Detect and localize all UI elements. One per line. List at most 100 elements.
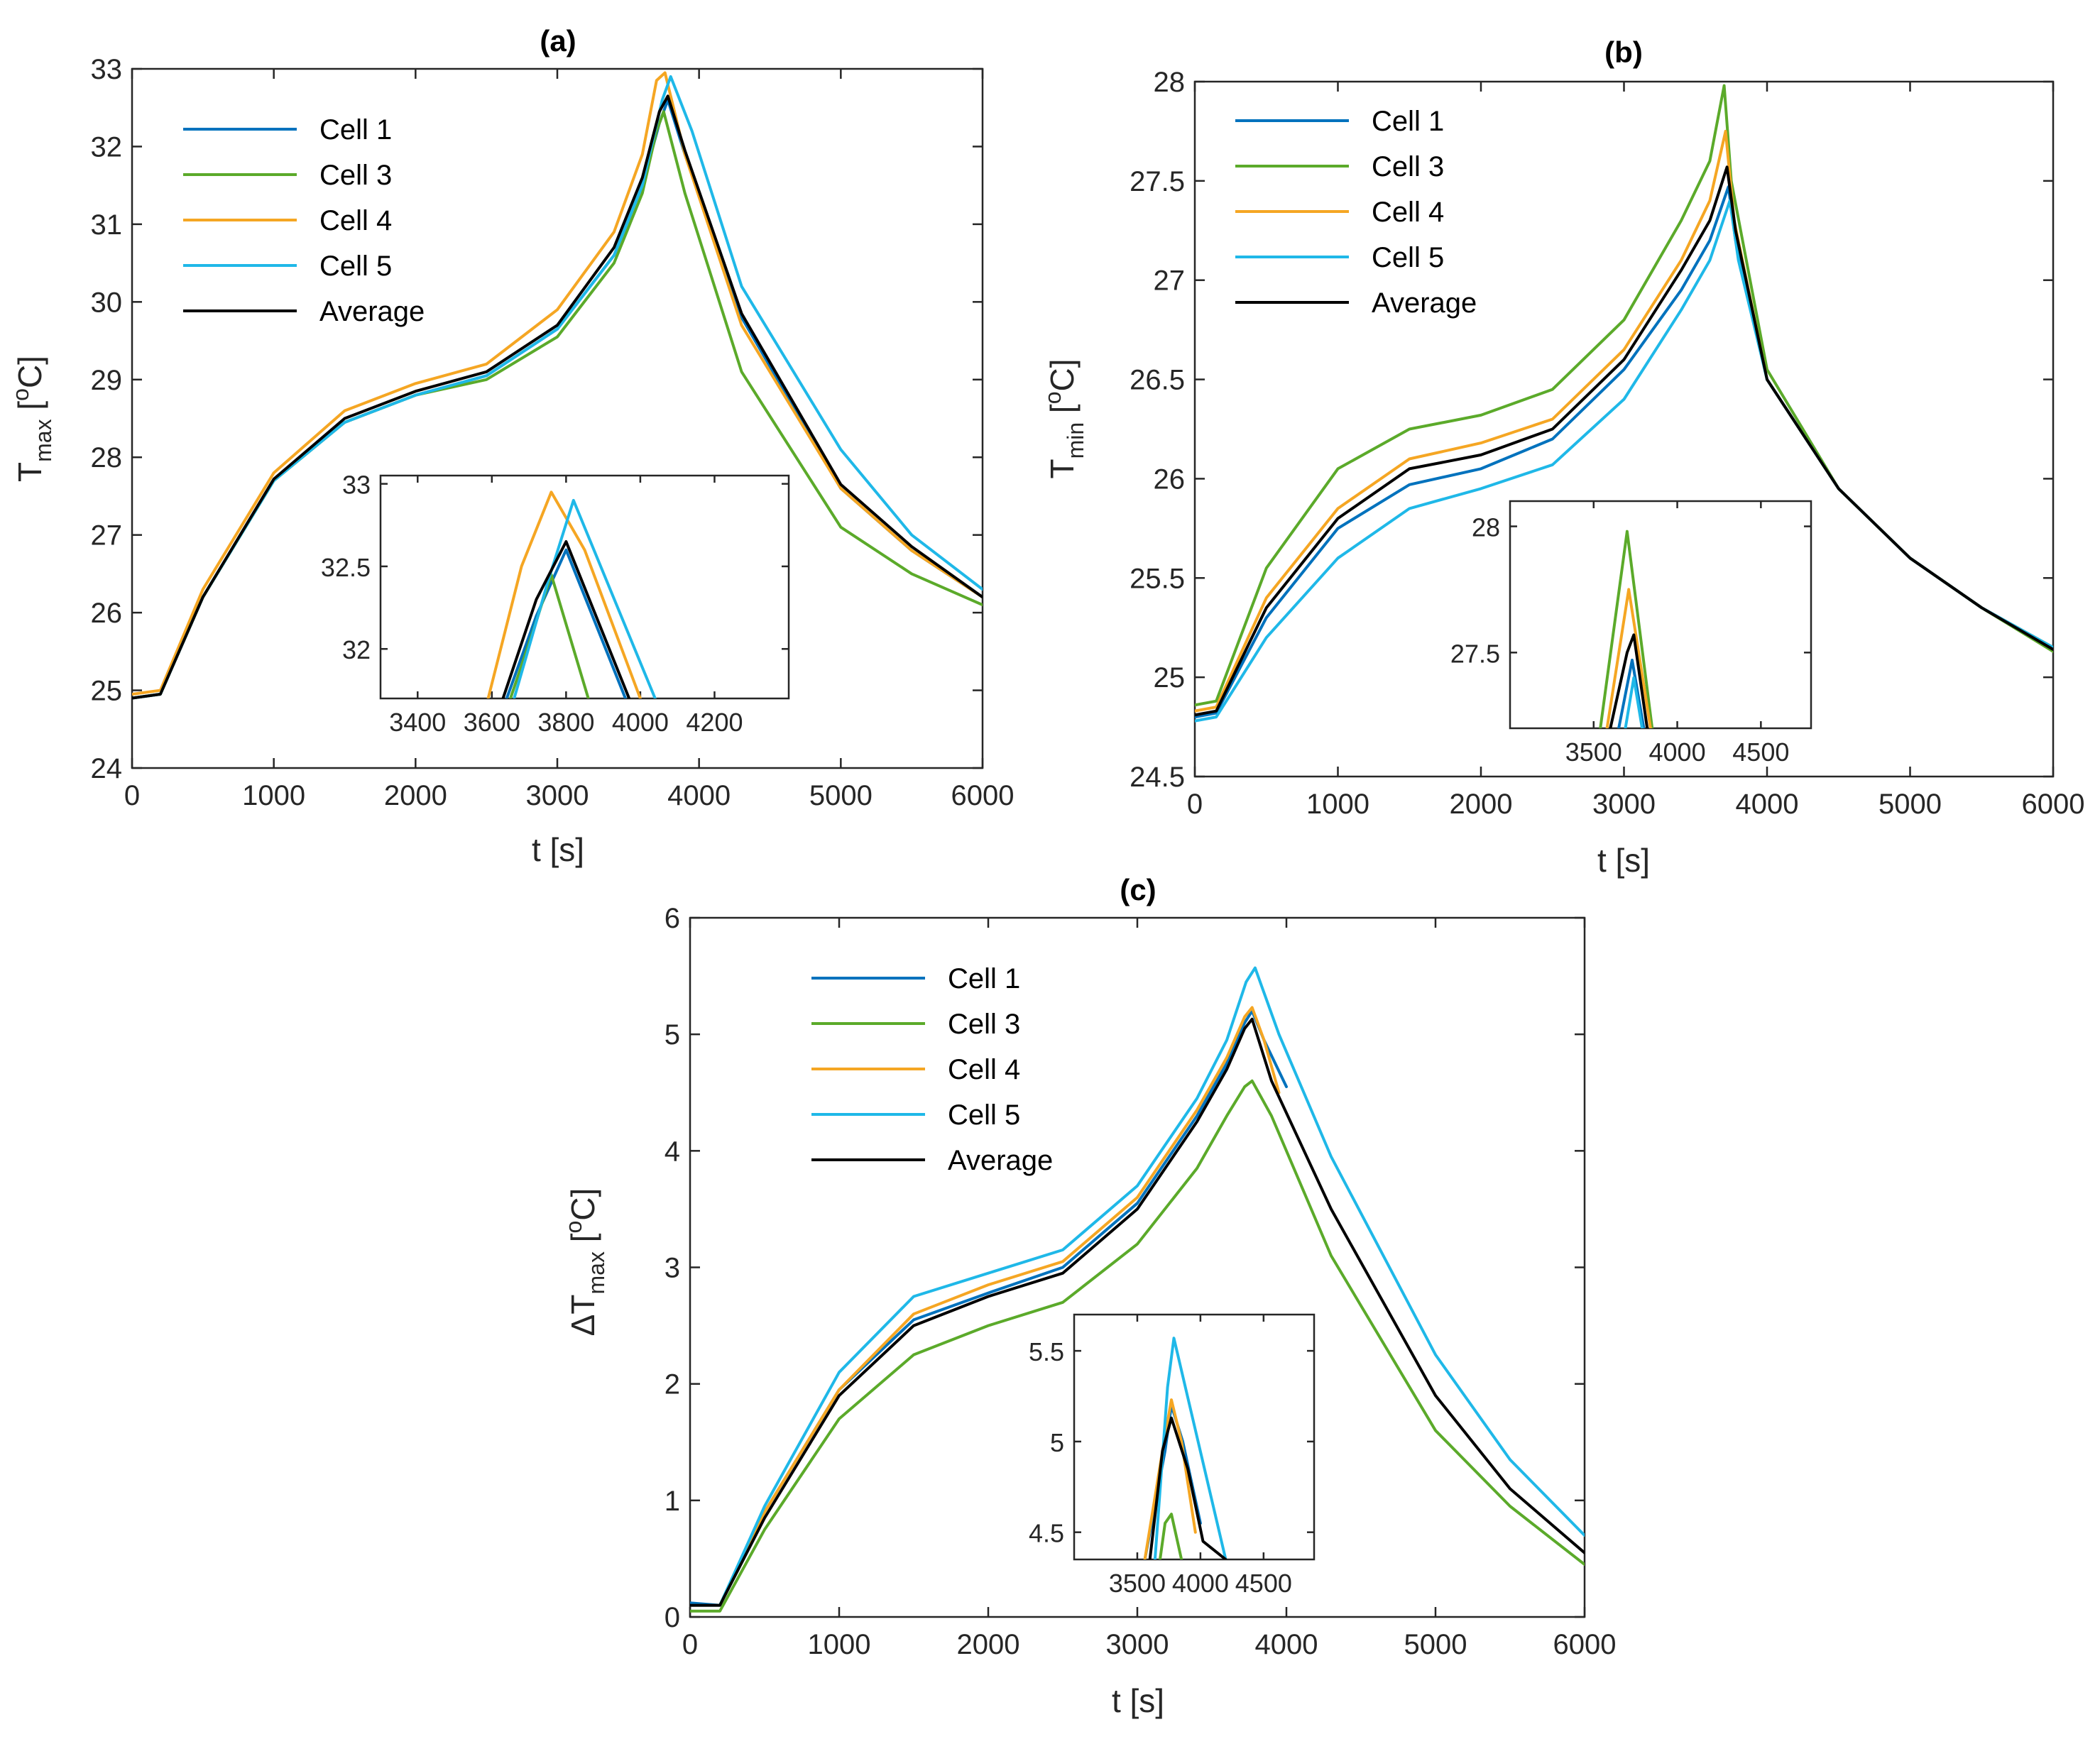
chart-b-inset-plot-frame <box>1509 500 1812 730</box>
chart-a-ytick-label: 28 <box>91 442 123 473</box>
chart-c-ytick-label: 3 <box>665 1253 680 1284</box>
chart-b-legend-label: Cell 3 <box>1372 151 1444 182</box>
chart-a-xtick-label: 2000 <box>384 780 447 811</box>
chart-c-series-average <box>690 1017 1585 1607</box>
chart-b-ytick-label: 28 <box>1154 67 1186 98</box>
chart-b-ytick-label: 25.5 <box>1130 563 1185 594</box>
chart-c-series-cell-4 <box>690 1006 1281 1607</box>
chart-c-ytick-label: 5 <box>665 1019 680 1051</box>
chart-b-xtick-label: 5000 <box>1878 789 1942 820</box>
chart-a-inset-xtick-label: 4000 <box>612 708 669 737</box>
chart-c-xtick-label: 5000 <box>1404 1629 1467 1660</box>
chart-c-legend-label: Cell 1 <box>948 963 1020 994</box>
chart-b-ylabel-sup: o <box>1040 391 1066 404</box>
chart-b-xtick-label: 1000 <box>1306 789 1369 820</box>
chart-a-legend-label: Cell 4 <box>319 205 392 236</box>
chart-c-series-group <box>690 966 1585 1613</box>
chart-a-inset-xtick-label: 3600 <box>464 708 520 737</box>
chart-c-inset-axes: 3500 4000 4500 4.5 5 5.5 <box>1029 1313 1316 1598</box>
chart-c-ytick-label: 2 <box>665 1369 680 1400</box>
chart-c-inset-ytick-label: 4.5 <box>1029 1519 1064 1548</box>
chart-b-ytick-label: 27.5 <box>1130 166 1185 197</box>
chart-b-ytick-label: 26.5 <box>1130 365 1185 396</box>
chart-a-ytick-label: 30 <box>91 287 123 318</box>
chart-a-xtick-label: 1000 <box>242 780 305 811</box>
chart-b-xtick-label: 4000 <box>1736 789 1799 820</box>
chart-a-ytick-label: 25 <box>91 676 123 707</box>
chart-a-inset-ytick-label: 33 <box>342 471 371 500</box>
chart-b-inset-series-cell-1 <box>1617 659 1646 728</box>
chart-a-inset-xtick-label: 4200 <box>686 708 743 737</box>
chart-b-ytick-label: 26 <box>1154 464 1186 495</box>
chart-a-xlabel: t [s] <box>532 831 584 868</box>
chart-a-inset-series-cell-1 <box>505 548 627 698</box>
chart-c-xlabel: t [s] <box>1112 1682 1164 1719</box>
chart-b-ytick-label: 24.5 <box>1130 762 1185 793</box>
chart-c-inset-ytick-label: 5 <box>1050 1428 1064 1457</box>
chart-c-ytick-label: 0 <box>665 1602 680 1633</box>
chart-c-legend-label: Cell 3 <box>948 1009 1020 1040</box>
chart-b-inset-series-average <box>1609 633 1649 728</box>
chart-b-inset-ytick-label: 27.5 <box>1450 639 1500 668</box>
chart-b-ylabel-sub: min <box>1063 422 1088 459</box>
chart-c-xtick-label: 1000 <box>808 1629 871 1660</box>
chart-a-xtick-label: 5000 <box>809 780 873 811</box>
chart-a-series-cell-4 <box>132 71 983 696</box>
chart-b-ytick-label: 25 <box>1154 662 1186 693</box>
chart-b-series-average <box>1195 165 2053 717</box>
chart-a-ytick-label: 33 <box>91 54 123 85</box>
chart-c-legend-label: Average <box>948 1145 1053 1176</box>
chart-c-series-cell-5 <box>690 966 1585 1607</box>
chart-c-ylabel-sub: max <box>584 1251 609 1294</box>
chart-c-xtick-label: 2000 <box>957 1629 1020 1660</box>
chart-c-xtick-label: 0 <box>682 1629 698 1660</box>
chart-b-inset-series-cell-3 <box>1599 530 1654 728</box>
chart-c-inset-xtick-label: 4000 <box>1172 1569 1229 1598</box>
chart-a-ytick-label: 27 <box>91 520 123 552</box>
chart-a-title: (a) <box>540 24 576 57</box>
chart-a-series-group <box>132 71 983 700</box>
chart-c-inset-series-cell-4 <box>1143 1398 1197 1559</box>
chart-c-inset-series-group <box>1143 1337 1227 1559</box>
chart-b-inset-ytick-label: 28 <box>1472 513 1500 542</box>
chart-a-inset-series-average <box>501 540 631 698</box>
chart-a-axes: 0 1000 2000 3000 4000 5000 6000 24 25 26 27 28 29 30 3… <box>91 54 1015 811</box>
chart-c-legend: Cell 1 Cell 3 Cell 4 Cell 5 Average <box>811 963 1053 1176</box>
chart-b-inset-series-group <box>1599 530 1654 728</box>
chart-b-ylabel: Tmin [oC] <box>1040 358 1088 478</box>
chart-c-ylabel-unit-close: C] <box>564 1188 601 1221</box>
chart-a-legend: Cell 1 Cell 3 Cell 4 Cell 5 Average <box>183 114 425 327</box>
chart-b-legend-label: Cell 4 <box>1372 197 1444 228</box>
chart-a-legend-label: Average <box>319 296 425 327</box>
chart-b-legend-label: Cell 5 <box>1372 242 1444 273</box>
chart-a-xtick-label: 4000 <box>667 780 731 811</box>
chart-a-inset-series-cell-5 <box>513 498 657 698</box>
chart-b-xlabel: t [s] <box>1597 842 1650 879</box>
chart-a-inset-xtick-label: 3800 <box>537 708 594 737</box>
chart-b-ylabel-base: T <box>1044 459 1081 478</box>
chart-a-ylabel-unit-open: [ <box>11 401 48 419</box>
chart-b-legend-label: Cell 1 <box>1372 106 1444 137</box>
chart-a-ylabel-base: T <box>11 462 48 482</box>
chart-c-inset-xtick-label: 4500 <box>1235 1569 1292 1598</box>
chart-c-series-cell-3 <box>690 1079 1585 1613</box>
chart-a-inset-xtick-label: 3400 <box>389 708 446 737</box>
chart-b-title: (b) <box>1604 35 1643 69</box>
chart-a-legend-label: Cell 3 <box>319 160 392 191</box>
chart-a-ylabel: Tmax [oC] <box>8 356 56 482</box>
chart-c-inset-xtick-label: 3500 <box>1109 1569 1166 1598</box>
chart-a-legend-label: Cell 1 <box>319 114 392 146</box>
chart-a-ytick-label: 31 <box>91 209 123 241</box>
chart-c-xtick-label: 3000 <box>1106 1629 1169 1660</box>
chart-c-ytick-label: 6 <box>665 903 680 934</box>
chart-a-ytick-label: 26 <box>91 598 123 629</box>
chart-b-ylabel-unit-open: [ <box>1044 404 1081 422</box>
chart-a-inset-axes: 3400 3600 3800 4000 4200 32 32.5 33 <box>321 471 790 737</box>
chart-a-ylabel-unit-close: C] <box>11 356 48 388</box>
chart-c-ylabel-sup: o <box>561 1221 586 1234</box>
chart-b-inset-xtick-label: 4500 <box>1732 737 1789 767</box>
chart-a-ylabel-sup: o <box>8 388 33 401</box>
chart-b-legend: Cell 1 Cell 3 Cell 4 Cell 5 Average <box>1235 106 1477 319</box>
chart-a-inset-ytick-label: 32.5 <box>321 553 371 582</box>
